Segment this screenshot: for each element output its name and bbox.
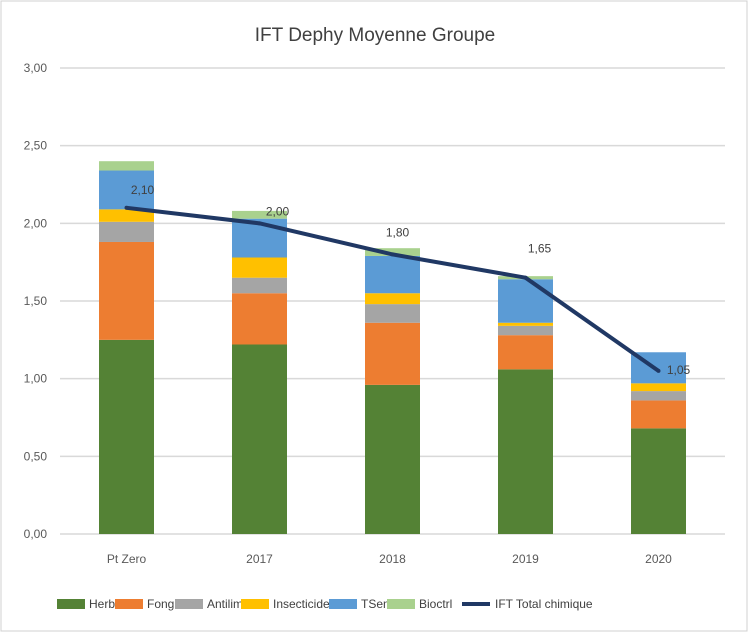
legend-label: Insecticide [273,597,330,611]
bar-segment-tsem [365,255,420,294]
y-tick-label: 0,00 [24,527,48,541]
bar-segment-bioctrl [99,161,154,171]
bar-segment-bioctrl [365,248,420,256]
bar-segment-fongi [99,241,154,340]
bar-segment-herbi [365,384,420,534]
line-point [390,252,395,257]
bar-segment-antilim [498,325,553,336]
legend-swatch [57,599,85,609]
bar-segment-insecticide [99,209,154,222]
bar-segment-bioctrl [232,210,287,219]
legend-label: Bioctrl [419,597,452,611]
bar-segment-insecticide [498,322,553,326]
data-label: 2,00 [266,204,290,218]
y-tick-label: 3,00 [24,61,48,75]
legend-label: Fongi [147,597,177,611]
y-tick-label: 1,00 [24,372,48,386]
chart-title: IFT Dephy Moyenne Groupe [255,25,495,46]
bar-segment-antilim [631,391,686,401]
data-label: 1,05 [667,363,691,377]
legend-label: Herbi [89,597,118,611]
bar-segment-antilim [365,304,420,323]
bar-segment-herbi [631,428,686,534]
bar-segment-fongi [365,322,420,385]
legend-label: Antilim [207,597,243,611]
y-tick-label: 1,50 [24,294,48,308]
bar-segment-herbi [498,369,553,534]
bar-segment-tsem [498,279,553,323]
bar-segment-insecticide [631,383,686,392]
y-tick-label: 2,50 [24,139,48,153]
bar-segment-fongi [232,293,287,345]
bar-segment-tsem [99,170,154,210]
bar-segment-herbi [232,344,287,534]
line-point [124,205,129,210]
legend-swatch [241,599,269,609]
legend-swatch [387,599,415,609]
y-tick-label: 0,50 [24,449,48,463]
data-label: 2,10 [131,183,155,197]
data-label: 1,65 [528,242,552,256]
data-label: 1,80 [386,225,410,239]
bar-segment-fongi [631,400,686,429]
x-tick-label: 2017 [246,552,273,566]
x-tick-label: 2018 [379,552,406,566]
legend-swatch [115,599,143,609]
legend-swatch [329,599,357,609]
line-point [523,275,528,280]
bar-segment-insecticide [232,257,287,278]
x-tick-label: Pt Zero [107,552,147,566]
line-point [257,221,262,226]
bar-segment-herbi [99,339,154,534]
bar-segment-antilim [99,221,154,242]
legend-label: TSem [361,597,393,611]
bar-segment-antilim [232,277,287,294]
bar-segment-fongi [498,335,553,370]
x-tick-label: 2019 [512,552,539,566]
y-tick-label: 2,00 [24,216,48,230]
legend-swatch [175,599,203,609]
bar-segment-insecticide [365,293,420,305]
legend-label: IFT Total chimique [495,597,593,611]
line-point [656,368,661,373]
x-tick-label: 2020 [645,552,672,566]
